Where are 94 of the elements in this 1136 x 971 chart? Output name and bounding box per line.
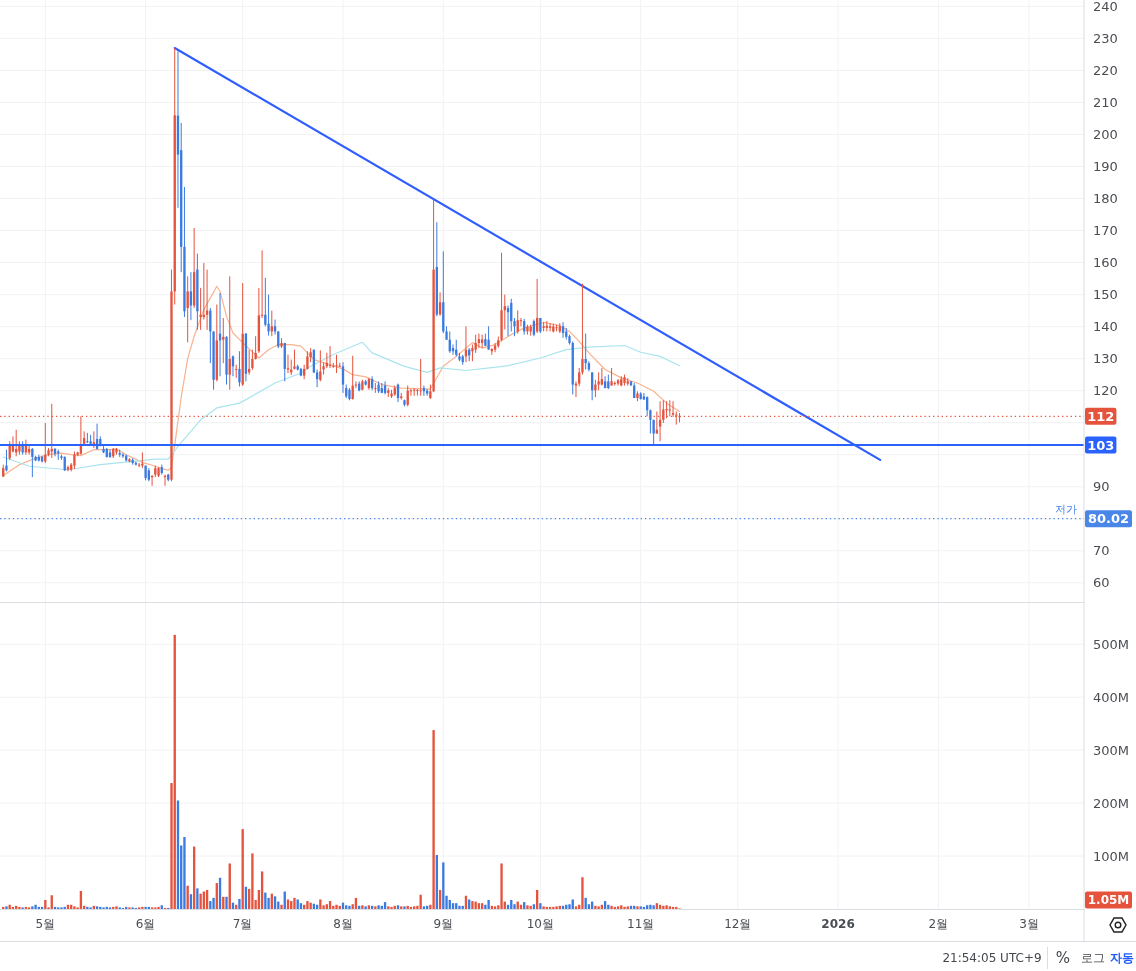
candlestick (5, 449, 8, 472)
text: 자동 (1110, 951, 1134, 965)
y-tick-label: 70 (1093, 543, 1110, 559)
y-tick-label: 300M (1093, 742, 1130, 758)
candlestick (335, 354, 338, 374)
y-tick-label: 400M (1093, 689, 1130, 705)
bar (238, 898, 241, 909)
y-tick-label: 150 (1093, 287, 1118, 303)
y-tick-label: 180 (1093, 191, 1118, 207)
ref-line-label: 103 (1087, 437, 1115, 453)
line-series (2, 341, 681, 471)
bar (500, 863, 503, 909)
y-tick-label: 90 (1093, 479, 1110, 495)
x-tick-label: 12월 (724, 917, 752, 931)
bar (581, 877, 584, 909)
y-tick-label: 210 (1093, 94, 1118, 110)
bar (668, 906, 671, 909)
y-tick-label: 500M (1093, 636, 1130, 652)
x-tick-label: 8월 (333, 917, 353, 931)
x-tick-label: 10월 (526, 917, 555, 931)
bar (419, 894, 422, 909)
text: 1.05M (1087, 893, 1130, 907)
y-tick-label: 200 (1093, 126, 1118, 142)
bar (413, 906, 416, 909)
y-tick-label: 170 (1093, 223, 1118, 239)
bar (616, 906, 620, 909)
bar (267, 897, 270, 909)
candlestick (235, 364, 238, 379)
bar (183, 837, 186, 909)
x-tick-label: 7월 (232, 917, 253, 931)
annotation: 저가 (1055, 503, 1077, 517)
candlestick (293, 349, 296, 371)
x-tick-label: 3월 (1019, 917, 1039, 931)
bar (532, 904, 536, 909)
bar (31, 906, 34, 909)
y-tick-label: 220 (1093, 62, 1118, 78)
bar (196, 888, 199, 909)
bar (662, 905, 665, 909)
bar (487, 900, 490, 909)
candlestick (238, 350, 241, 387)
line-series (2, 285, 681, 477)
y-tick-label: 130 (1093, 351, 1118, 367)
candlestick (613, 380, 616, 387)
y-tick-label: 100M (1093, 848, 1130, 864)
ref-line-label: 112 (1087, 408, 1115, 424)
bar (484, 904, 487, 909)
y-tick-label: 230 (1093, 30, 1118, 46)
candlestick (137, 462, 141, 468)
y-tick-label: 240 (1093, 0, 1118, 14)
x-tick-label: 2026 (821, 917, 855, 931)
bar (309, 902, 312, 909)
bar (432, 730, 435, 909)
candlestick (86, 432, 89, 444)
x-tick-label: 2월 (928, 917, 949, 931)
candlestick (652, 419, 655, 446)
candlestick (134, 460, 138, 467)
x-tick-label: 6월 (135, 917, 156, 931)
bar (387, 906, 390, 909)
candlestick (519, 317, 523, 327)
bar (264, 892, 267, 909)
candlestick (616, 378, 620, 387)
x-tick-label: 11월 (627, 917, 655, 931)
bar (493, 906, 497, 909)
x-tick-label: 9월 (433, 917, 454, 931)
bar (652, 905, 655, 909)
bar (571, 899, 574, 909)
bar (286, 899, 290, 909)
bar (594, 905, 597, 909)
bar (597, 906, 600, 909)
y-tick-label: 60 (1093, 575, 1110, 591)
bar (626, 906, 629, 909)
y-tick-label: 160 (1093, 255, 1118, 271)
text: % (1055, 949, 1071, 967)
text: 21:54:05 UTC+9 (942, 951, 1042, 965)
bar (325, 904, 328, 909)
candlestick (419, 358, 422, 397)
y-tick-label: 200M (1093, 795, 1130, 811)
y-tick-label: 120 (1093, 383, 1118, 399)
text: 로그 (1081, 951, 1105, 965)
bar (212, 897, 215, 909)
bar (574, 906, 578, 909)
ref-line-label: 80.02 (1087, 511, 1130, 527)
candlestick (374, 382, 377, 394)
x-tick-label: 5월 (35, 917, 56, 931)
candlestick (31, 447, 34, 478)
candlestick (199, 287, 202, 331)
bar (319, 899, 322, 909)
bar (251, 853, 254, 909)
bar (95, 906, 99, 909)
candlestick (319, 349, 322, 382)
y-tick-label: 140 (1093, 319, 1118, 335)
bar (665, 905, 668, 909)
y-tick-label: 190 (1093, 159, 1118, 175)
candlestick (487, 325, 490, 351)
